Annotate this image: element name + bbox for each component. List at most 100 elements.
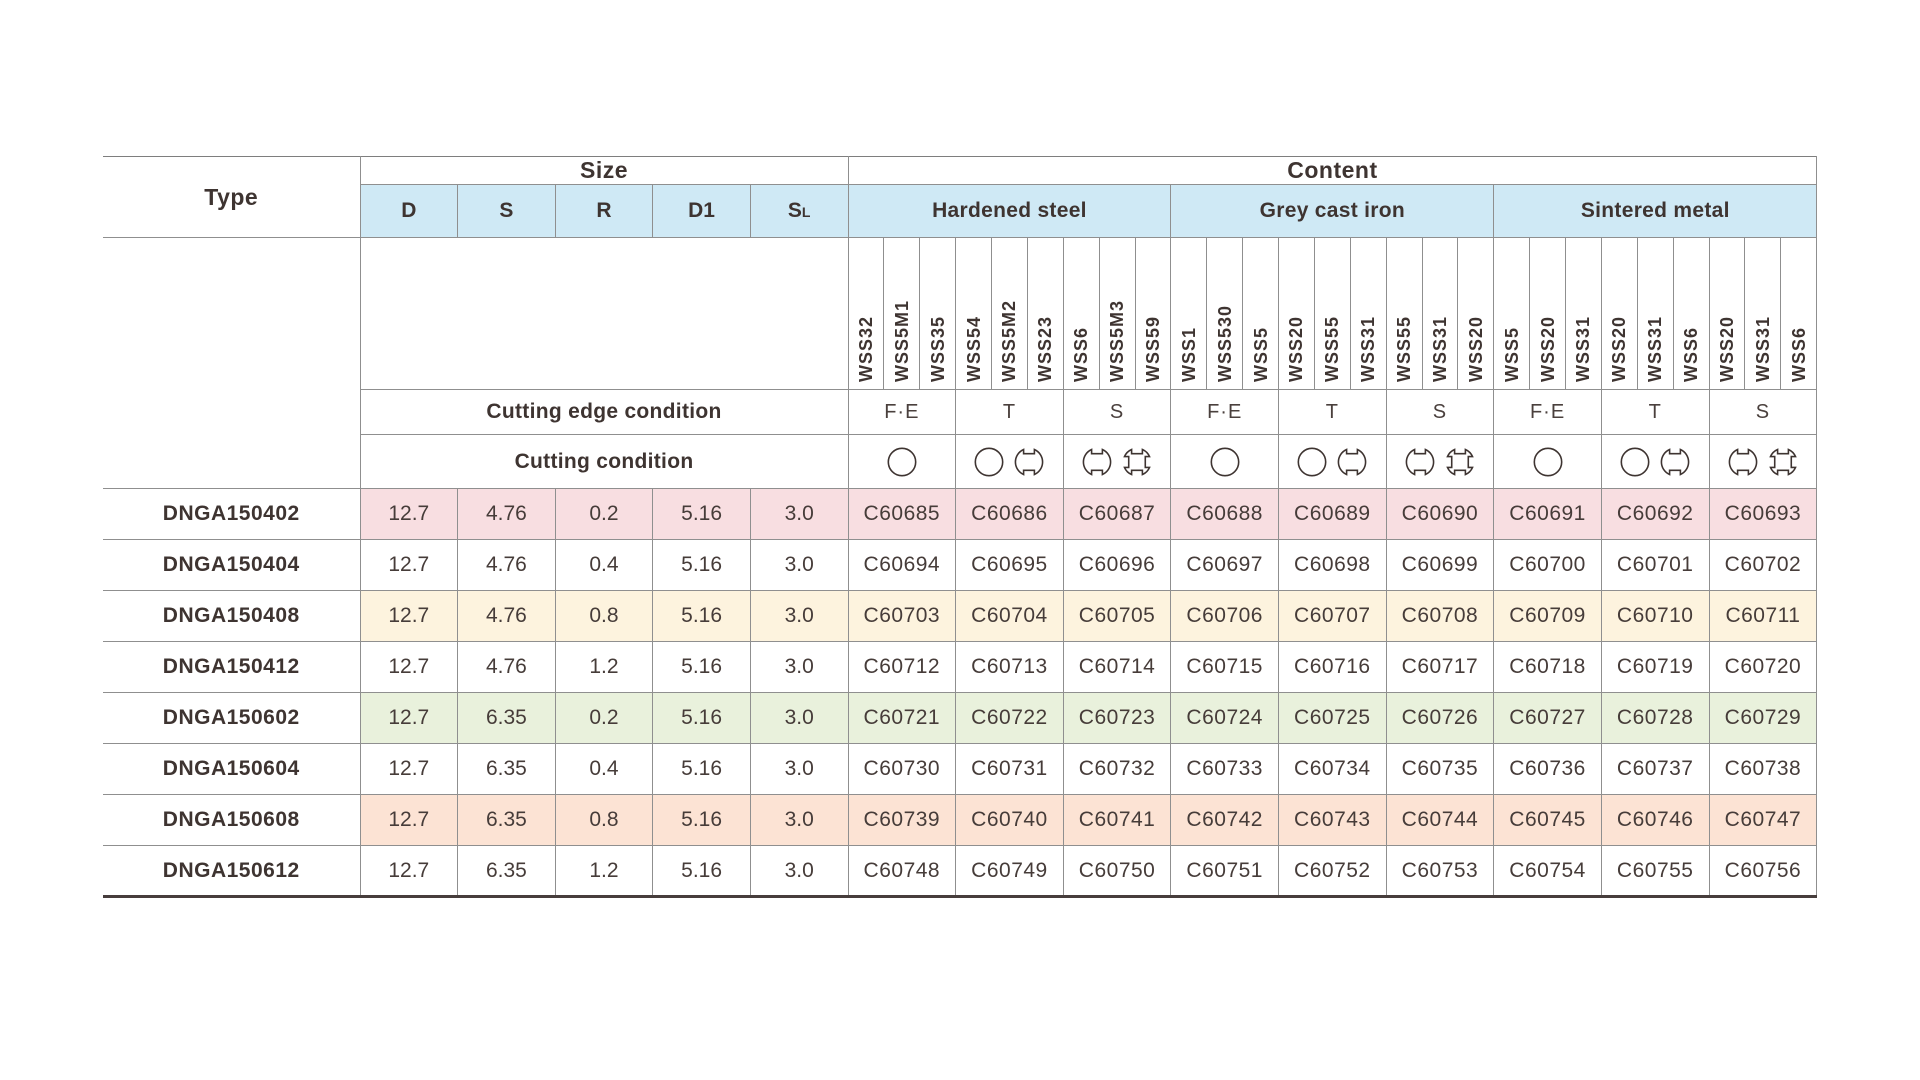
cutting-edge-condition-label: Cutting edge condition bbox=[359, 389, 849, 435]
order-code-cell: C60739 bbox=[847, 794, 957, 846]
grade-label: WSS5 bbox=[1250, 326, 1271, 382]
size-column-header-sL: SL bbox=[749, 184, 849, 238]
order-code-cell: C60696 bbox=[1062, 539, 1172, 591]
order-code-cell: C60737 bbox=[1600, 743, 1710, 795]
grade-column-header: WSS54 bbox=[955, 237, 993, 390]
size-column-label: S bbox=[787, 199, 802, 222]
grade-label: WSS530 bbox=[1214, 304, 1235, 382]
grade-column-header: WSS31 bbox=[1636, 237, 1674, 390]
size-value-cell: 0.4 bbox=[554, 743, 654, 795]
order-code-cell: C60746 bbox=[1600, 794, 1710, 846]
order-code-cell: C60698 bbox=[1278, 539, 1387, 591]
order-code-cell: C60695 bbox=[955, 539, 1064, 591]
order-code-cell: C60740 bbox=[955, 794, 1064, 846]
cutting-condition-row: Cutting condition bbox=[103, 434, 1818, 489]
size-value-cell: 4.76 bbox=[457, 539, 556, 591]
edge-condition-cell: S bbox=[1385, 389, 1495, 435]
order-code-cell: C60694 bbox=[847, 539, 957, 591]
size-column-header-d: D bbox=[359, 184, 459, 238]
continuous-cut-icon bbox=[1615, 447, 1655, 476]
cutting-condition-cell bbox=[1385, 434, 1495, 489]
edge-condition-cell: T bbox=[1600, 389, 1710, 435]
grade-column-header: WSS20 bbox=[1529, 237, 1567, 390]
interrupted-cut-icon bbox=[1655, 447, 1695, 476]
size-value-cell: 5.16 bbox=[652, 794, 751, 846]
order-code-cell: C60721 bbox=[847, 692, 957, 744]
interrupted-cut-icon bbox=[1009, 447, 1049, 476]
heavy-interrupted-cut-icon bbox=[1440, 447, 1480, 476]
order-code-cell: C60710 bbox=[1600, 590, 1710, 642]
grade-column-header: WSS32 bbox=[847, 237, 885, 390]
order-code-cell: C60733 bbox=[1170, 743, 1280, 795]
order-code-cell: C60727 bbox=[1493, 692, 1602, 744]
cutting-condition-cell bbox=[1493, 434, 1602, 489]
size-value-cell: 12.7 bbox=[359, 692, 459, 744]
order-code-cell: C60703 bbox=[847, 590, 957, 642]
grade-label: WSS54 bbox=[963, 315, 984, 382]
grade-column-header: WSS6 bbox=[1062, 237, 1100, 390]
size-value-cell: 0.2 bbox=[554, 488, 654, 540]
order-code-cell: C60744 bbox=[1385, 794, 1495, 846]
grade-label: WSS55 bbox=[1322, 315, 1343, 382]
size-value-cell: 4.76 bbox=[457, 641, 556, 693]
order-code-cell: C60751 bbox=[1170, 845, 1280, 898]
edge-condition-cell: F·E bbox=[847, 389, 957, 435]
cutting-edge-condition-row: Cutting edge condition F·E T S F·E T S F·E T S bbox=[103, 389, 1818, 435]
order-code-cell: C60709 bbox=[1493, 590, 1602, 642]
order-code-cell: C60685 bbox=[847, 488, 957, 540]
order-code-cell: C60713 bbox=[955, 641, 1064, 693]
size-value-cell: 5.16 bbox=[652, 488, 751, 540]
order-code-cell: C60748 bbox=[847, 845, 957, 898]
order-code-cell: C60723 bbox=[1062, 692, 1172, 744]
size-value-cell: 4.76 bbox=[457, 488, 556, 540]
edge-condition-cell: T bbox=[955, 389, 1064, 435]
size-column-header-d1: D1 bbox=[652, 184, 751, 238]
grade-label: WSS31 bbox=[1573, 315, 1594, 382]
size-value-cell: 3.0 bbox=[749, 590, 849, 642]
order-code-cell: C60738 bbox=[1708, 743, 1818, 795]
order-code-cell: C60715 bbox=[1170, 641, 1280, 693]
grade-column-header: WSS59 bbox=[1134, 237, 1172, 390]
size-value-cell: 5.16 bbox=[652, 539, 751, 591]
order-code-cell: C60711 bbox=[1708, 590, 1818, 642]
continuous-cut-icon bbox=[969, 447, 1009, 476]
grade-column-header: WSS31 bbox=[1565, 237, 1602, 390]
order-code-cell: C60700 bbox=[1493, 539, 1602, 591]
heavy-interrupted-cut-icon bbox=[1117, 447, 1157, 476]
order-code-cell: C60691 bbox=[1493, 488, 1602, 540]
order-code-cell: C60741 bbox=[1062, 794, 1172, 846]
size-value-cell: 6.35 bbox=[457, 845, 556, 898]
order-code-cell: C60756 bbox=[1708, 845, 1818, 898]
grade-label: WSS31 bbox=[1752, 315, 1773, 382]
order-code-cell: C60728 bbox=[1600, 692, 1710, 744]
type-cell: DNGA150412 bbox=[103, 641, 361, 693]
grade-label: WSS5M2 bbox=[999, 299, 1020, 382]
order-code-cell: C60735 bbox=[1385, 743, 1495, 795]
grade-column-header: WSS20 bbox=[1278, 237, 1315, 390]
order-code-cell: C60745 bbox=[1493, 794, 1602, 846]
edge-condition-cell: T bbox=[1278, 389, 1387, 435]
grade-label: WSS23 bbox=[1035, 315, 1056, 382]
header-row-main: Type Size Content bbox=[103, 156, 1818, 238]
cutting-condition-cell bbox=[1600, 434, 1710, 489]
order-code-cell: C60714 bbox=[1062, 641, 1172, 693]
grade-column-header: WSS5M1 bbox=[883, 237, 921, 390]
size-column-label-subscript: L bbox=[801, 204, 811, 220]
grade-label: WSS31 bbox=[1358, 315, 1379, 382]
order-code-cell: C60729 bbox=[1708, 692, 1818, 744]
table-row: DNGA150612 12.7 6.35 1.2 5.16 3.0 C60748 C60749… bbox=[103, 845, 1818, 898]
cutting-condition-cell bbox=[847, 434, 957, 489]
grade-label: WSS6 bbox=[1071, 326, 1092, 382]
cutting-condition-cell bbox=[955, 434, 1064, 489]
type-cell: DNGA150608 bbox=[103, 794, 361, 846]
order-code-cell: C60725 bbox=[1278, 692, 1387, 744]
type-cell: DNGA150612 bbox=[103, 845, 361, 898]
type-cell: DNGA150404 bbox=[103, 539, 361, 591]
order-code-cell: C60752 bbox=[1278, 845, 1387, 898]
size-value-cell: 5.16 bbox=[652, 743, 751, 795]
size-value-cell: 0.2 bbox=[554, 692, 654, 744]
order-code-cell: C60730 bbox=[847, 743, 957, 795]
grade-column-header: WSS23 bbox=[1026, 237, 1064, 390]
size-value-cell: 12.7 bbox=[359, 845, 459, 898]
